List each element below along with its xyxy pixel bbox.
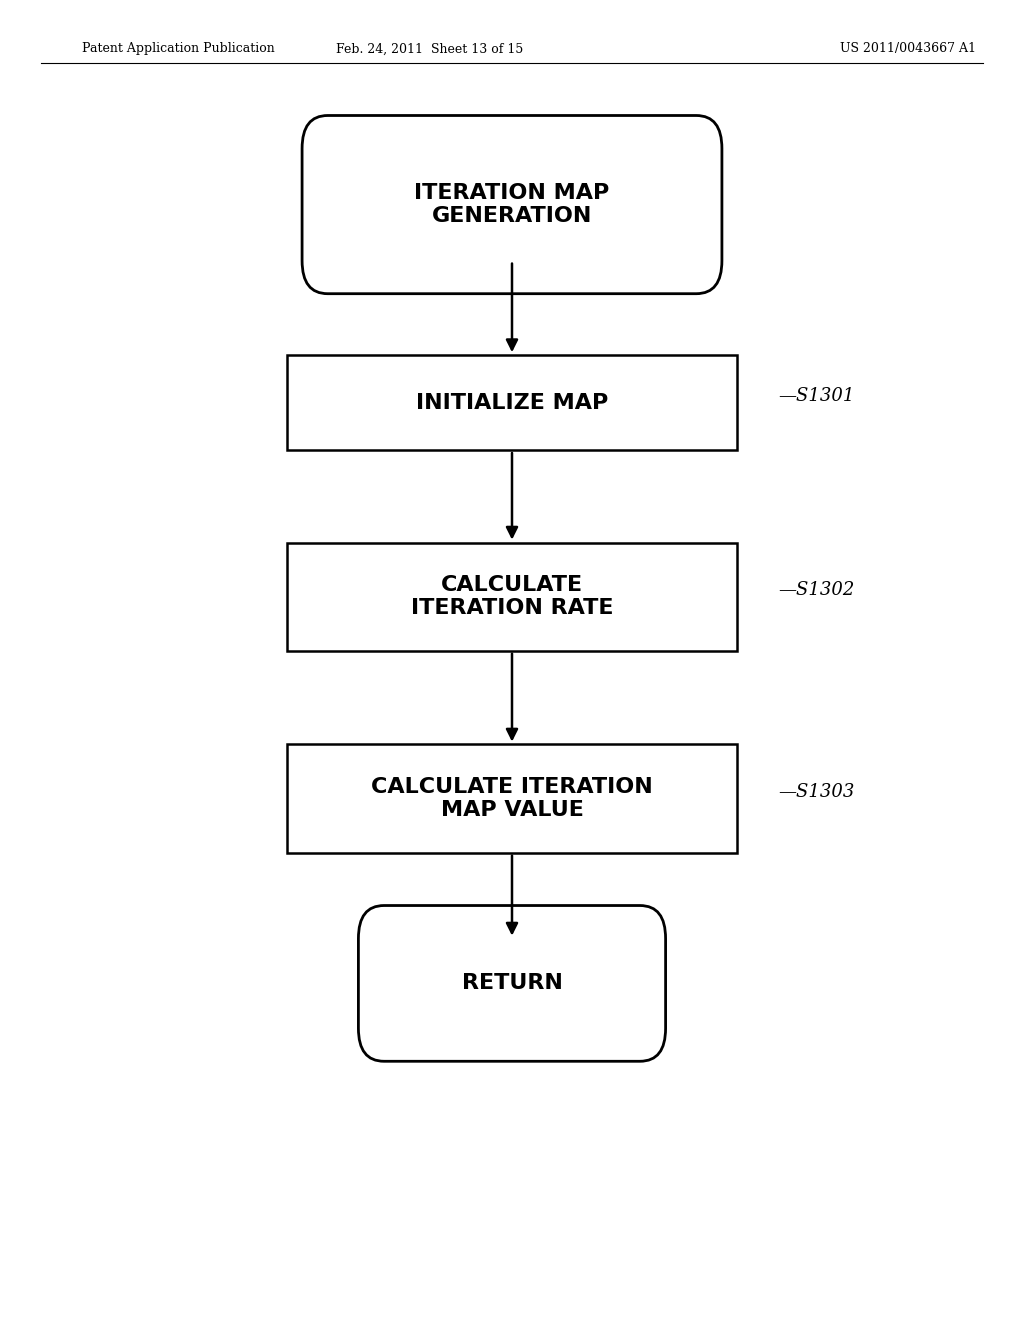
Text: —S1302: —S1302 bbox=[778, 581, 855, 599]
Text: CALCULATE ITERATION
MAP VALUE: CALCULATE ITERATION MAP VALUE bbox=[371, 777, 653, 820]
FancyBboxPatch shape bbox=[302, 116, 722, 294]
Text: —S1301: —S1301 bbox=[778, 387, 855, 405]
Text: —S1303: —S1303 bbox=[778, 783, 855, 801]
Text: ITERATION MAP
GENERATION: ITERATION MAP GENERATION bbox=[415, 183, 609, 226]
FancyBboxPatch shape bbox=[287, 543, 737, 651]
Text: Patent Application Publication: Patent Application Publication bbox=[82, 42, 274, 55]
Text: US 2011/0043667 A1: US 2011/0043667 A1 bbox=[840, 42, 976, 55]
FancyBboxPatch shape bbox=[358, 906, 666, 1061]
Text: CALCULATE
ITERATION RATE: CALCULATE ITERATION RATE bbox=[411, 576, 613, 618]
FancyBboxPatch shape bbox=[287, 744, 737, 853]
Text: FIG.13: FIG.13 bbox=[421, 128, 603, 176]
FancyBboxPatch shape bbox=[287, 355, 737, 450]
Text: RETURN: RETURN bbox=[462, 973, 562, 994]
Text: INITIALIZE MAP: INITIALIZE MAP bbox=[416, 392, 608, 413]
Text: Feb. 24, 2011  Sheet 13 of 15: Feb. 24, 2011 Sheet 13 of 15 bbox=[337, 42, 523, 55]
